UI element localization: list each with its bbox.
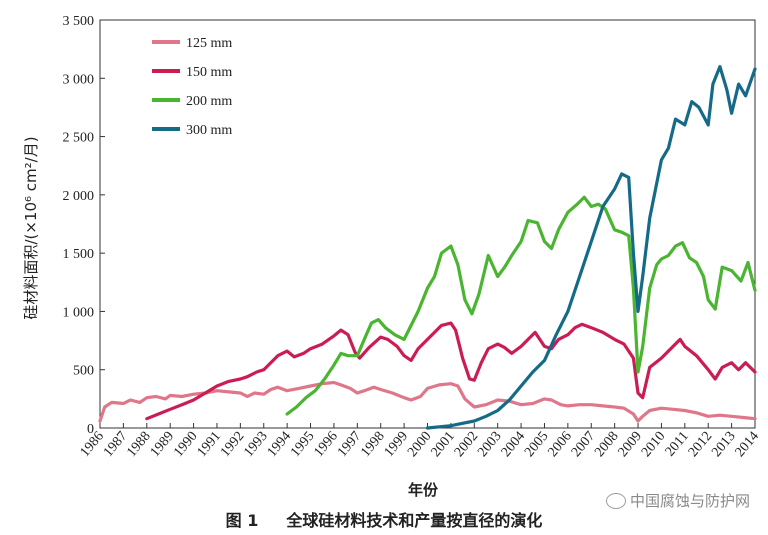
x-tick-label: 1991 — [195, 429, 224, 460]
watermark: 中国腐蚀与防护网 — [605, 490, 750, 511]
x-tick-label: 2003 — [475, 429, 504, 460]
x-tick-label: 1988 — [124, 429, 153, 460]
x-tick-label: 2002 — [452, 429, 481, 460]
legend-label: 200 mm — [186, 94, 232, 109]
x-tick-label: 2012 — [686, 429, 715, 460]
x-tick-label: 1999 — [382, 429, 411, 460]
y-tick-label: 0 — [87, 422, 94, 437]
x-tick-label: 1998 — [358, 429, 387, 460]
y-tick-label: 2 500 — [63, 131, 95, 146]
y-tick-label: 1 000 — [63, 305, 95, 320]
y-axis-label: 硅材料面积/(×10⁶ cm²/月) — [22, 136, 40, 319]
series-lines — [98, 65, 757, 430]
x-tick-label: 2006 — [545, 429, 574, 460]
x-tick-label: 2014 — [733, 429, 762, 460]
legend: 125 mm 150 mm 200 mm 300 mm — [152, 36, 232, 138]
x-axis-label: 年份 — [408, 481, 439, 499]
x-tick-label: 1990 — [171, 429, 200, 460]
x-tick-label: 1995 — [288, 429, 317, 460]
legend-label: 125 mm — [186, 36, 232, 51]
x-tick-label: 1997 — [335, 429, 364, 460]
legend-label: 300 mm — [186, 123, 232, 138]
x-tick-label: 1993 — [241, 429, 270, 460]
x-tick-label: 2005 — [522, 429, 551, 460]
x-tick-label: 1994 — [265, 429, 294, 460]
x-tick-label: 2011 — [663, 429, 692, 460]
plot-area — [99, 19, 756, 429]
x-tick-label: 2000 — [405, 429, 434, 460]
x-tick-label: 2008 — [592, 429, 621, 460]
y-tick-label: 3 000 — [63, 72, 95, 87]
x-tick-label: 2010 — [639, 429, 668, 460]
figure-caption: 图 1 全球硅材料技术和产量按直径的演化 — [0, 507, 768, 531]
series-line-300-mm — [425, 65, 757, 430]
y-axis-ticks: 0 500 1 000 1 500 2 000 2 500 3 000 3 500 — [63, 14, 105, 437]
x-tick-label: 2009 — [616, 429, 645, 460]
x-tick-label: 2004 — [499, 429, 528, 460]
series-line-125-mm — [98, 380, 757, 423]
figure-number: 图 1 — [225, 511, 259, 530]
legend-label: 150 mm — [186, 65, 232, 80]
x-tick-label: 1996 — [312, 429, 341, 460]
x-tick-label: 2001 — [428, 429, 457, 460]
series-line-150-mm — [145, 321, 757, 421]
y-tick-label: 500 — [73, 364, 94, 379]
x-tick-label: 1989 — [148, 429, 177, 460]
wechat-icon — [605, 492, 626, 509]
x-tick-label: 2013 — [709, 429, 738, 460]
x-tick-label: 1987 — [101, 429, 130, 460]
series-line-200-mm — [285, 195, 757, 416]
x-tick-label: 2007 — [569, 429, 598, 460]
caption-text: 全球硅材料技术和产量按直径的演化 — [286, 511, 543, 530]
x-tick-label: 1992 — [218, 429, 247, 460]
watermark-text: 中国腐蚀与防护网 — [629, 492, 750, 510]
x-tick-label: 1986 — [78, 429, 107, 460]
x-axis-ticks: 1986198719881989199019911992199319941995… — [78, 423, 762, 460]
y-tick-label: 2 000 — [63, 189, 95, 204]
y-tick-label: 1 500 — [63, 247, 95, 262]
plot-frame — [99, 19, 756, 429]
y-tick-label: 3 500 — [63, 14, 95, 29]
